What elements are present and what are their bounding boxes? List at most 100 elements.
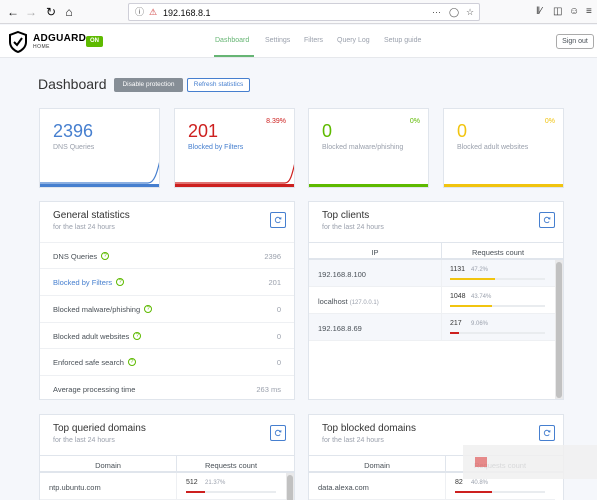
column-header-count[interactable]: Requests count [204, 461, 258, 470]
refresh-button[interactable] [270, 425, 286, 441]
stat-row-blocked-filters: Blocked by Filters? 201 [40, 268, 294, 294]
stat-row-blocked-adult: Blocked adult websites? 0 [40, 322, 294, 348]
panel-subtitle: for the last 24 hours [322, 224, 384, 231]
domain-name: ntp.ubuntu.com [49, 483, 101, 492]
request-count: 217 [450, 320, 462, 327]
table-row: ntp.ubuntu.com 512 21.37% [40, 473, 286, 500]
stat-row-dns-queries: DNS Queries? 2396 [40, 242, 294, 268]
table-row: localhost (127.0.0.1) 1048 43.74% [309, 287, 555, 314]
info-icon[interactable]: ⓘ [135, 7, 145, 17]
stat-color-bar [175, 184, 294, 187]
nav-setup-guide[interactable]: Setup guide [384, 37, 422, 44]
table-row: 192.168.8.69 217 9.06% [309, 314, 555, 341]
help-icon[interactable]: ? [101, 252, 110, 260]
address-bar[interactable]: ⓘ ⚠ 192.168.8.1 ⋯ ◯ ☆ [128, 3, 480, 21]
stat-row-label-link[interactable]: Blocked by Filters [53, 278, 113, 287]
back-icon[interactable]: ← [7, 5, 19, 19]
request-percent: 40.8% [471, 480, 489, 486]
help-icon[interactable]: ? [144, 305, 153, 313]
request-percent: 43.74% [471, 294, 492, 300]
column-header-ip[interactable]: IP [371, 248, 379, 257]
forward-icon[interactable]: → [25, 5, 37, 19]
refresh-button[interactable] [539, 425, 555, 441]
reload-icon[interactable]: ↻ [45, 5, 57, 19]
stat-color-bar [40, 184, 159, 187]
stat-color-bar [444, 184, 563, 187]
column-divider [441, 314, 442, 341]
stat-value: 2396 [53, 121, 94, 141]
menu-icon[interactable]: ≡ [586, 6, 592, 17]
stat-card-blocked-malware: 0 Blocked malware/phishing 0% [308, 108, 429, 188]
progress-bar [450, 278, 545, 280]
scrollbar-thumb[interactable] [287, 475, 293, 500]
browser-toolbar: ← → ↻ ⌂ ⓘ ⚠ 192.168.8.1 ⋯ ◯ ☆ ‖⁄ ◫ ☺ ≡ [0, 0, 597, 24]
request-count: 82 [455, 479, 463, 486]
refresh-icon [543, 216, 551, 224]
top-clients-panel: Top clients for the last 24 hours IP Req… [308, 201, 564, 400]
panel-title: General statistics [53, 210, 130, 221]
stat-row-label: Blocked adult websites [53, 332, 130, 341]
client-extra: (127.0.0.1) [349, 300, 379, 306]
disable-protection-button[interactable]: Disable protection [114, 78, 183, 92]
client-ip: 192.168.8.100 [318, 270, 366, 279]
app-header: ADGUARD HOME ON Dashboard Settings Filte… [0, 25, 597, 58]
insecure-lock-icon[interactable]: ⚠ [149, 7, 158, 17]
active-nav-indicator [214, 55, 254, 57]
scrollbar[interactable] [555, 260, 563, 399]
stat-label: DNS Queries [53, 144, 95, 151]
refresh-button[interactable] [539, 212, 555, 228]
stat-row-label: DNS Queries [53, 252, 98, 261]
panel-subtitle: for the last 24 hours [53, 224, 115, 231]
column-header-domain[interactable]: Domain [95, 461, 121, 470]
stat-label: Blocked by Filters [188, 144, 244, 151]
stat-row-label: Enforced safe search [53, 358, 124, 367]
request-percent: 9.06% [471, 321, 489, 327]
stat-value: 0 [457, 121, 468, 141]
library-icon[interactable]: ‖⁄ [536, 6, 542, 17]
stat-percent: 8.39% [266, 118, 286, 125]
stat-value: 0 [322, 121, 333, 141]
watermark-overlay [463, 445, 597, 479]
sign-out-button[interactable]: Sign out [556, 34, 594, 49]
stat-label: Blocked malware/phishing [322, 144, 404, 151]
home-icon[interactable]: ⌂ [65, 5, 73, 19]
stat-percent: 0% [544, 118, 555, 125]
refresh-statistics-button[interactable]: Refresh statistics [187, 78, 250, 92]
nav-filters[interactable]: Filters [304, 37, 324, 44]
scrollbar[interactable] [286, 473, 294, 500]
table-row: 192.168.8.100 1131 47.2% [309, 260, 555, 287]
request-count: 1048 [450, 293, 466, 300]
request-count: 512 [186, 479, 198, 486]
help-icon[interactable]: ? [127, 358, 136, 366]
help-icon[interactable]: ? [133, 332, 142, 340]
sparkline [175, 164, 294, 184]
stat-label: Blocked adult websites [457, 144, 529, 151]
progress-fill [450, 305, 492, 307]
sidebar-icon[interactable]: ◫ [553, 6, 563, 17]
domain-name: data.alexa.com [318, 483, 369, 492]
column-header-domain[interactable]: Domain [364, 461, 390, 470]
scrollbar-thumb[interactable] [556, 262, 562, 398]
column-divider [445, 456, 446, 472]
request-percent: 47.2% [471, 267, 489, 273]
nav-dashboard[interactable]: Dashboard [215, 37, 250, 44]
column-divider [445, 473, 446, 500]
stat-row-blocked-malware: Blocked malware/phishing? 0 [40, 295, 294, 321]
nav-query-log[interactable]: Query Log [337, 37, 370, 44]
column-divider [441, 287, 442, 314]
refresh-button[interactable] [270, 212, 286, 228]
progress-fill [455, 491, 492, 493]
bookmark-star-icon[interactable]: ☆ [466, 7, 475, 17]
more-icon[interactable]: ⋯ [432, 7, 441, 17]
column-header-count[interactable]: Requests count [471, 248, 525, 257]
help-icon[interactable]: ? [116, 278, 125, 286]
progress-bar [186, 491, 276, 493]
progress-fill [450, 278, 495, 280]
table-header: Domain Requests count [40, 455, 294, 473]
nav-settings[interactable]: Settings [265, 37, 291, 44]
page-title: Dashboard [38, 76, 107, 92]
pocket-icon[interactable]: ◯ [449, 7, 460, 17]
account-icon[interactable]: ☺ [569, 6, 580, 17]
column-divider [176, 473, 177, 500]
progress-bar [450, 332, 545, 334]
